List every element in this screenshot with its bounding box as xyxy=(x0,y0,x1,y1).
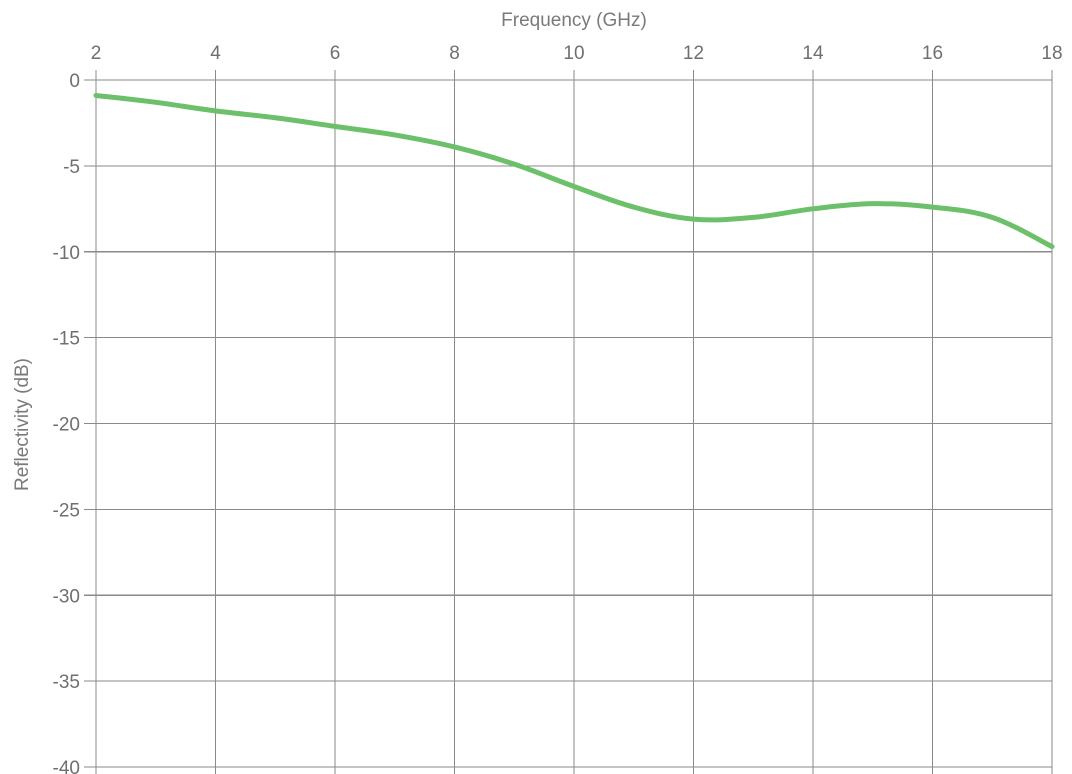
x-tick-label: 18 xyxy=(1041,43,1062,64)
y-tick-label: -20 xyxy=(53,415,80,436)
x-axis-tick-labels: 2 4 6 8 10 12 14 16 18 xyxy=(91,43,1063,64)
x-tick-label: 6 xyxy=(330,43,341,64)
x-tick-label: 12 xyxy=(683,43,704,64)
x-tick-label: 14 xyxy=(802,43,824,64)
x-axis-title: Frequency (GHz) xyxy=(501,10,647,31)
y-tick-label: -5 xyxy=(63,157,80,178)
y-tick-label: -40 xyxy=(53,758,80,774)
y-axis-title: Reflectivity (dB) xyxy=(12,358,33,491)
y-tick-label: -25 xyxy=(53,500,80,521)
y-tick-label: -35 xyxy=(53,672,80,693)
y-tick-label: 0 xyxy=(69,71,80,92)
y-axis-tick-labels: 0 -5 -10 -15 -20 -25 -30 -35 -40 xyxy=(53,71,80,774)
series-layer xyxy=(93,92,1055,250)
x-tick-label: 10 xyxy=(563,43,584,64)
y-tick-label: -15 xyxy=(53,329,80,350)
x-tick-label: 8 xyxy=(449,43,460,64)
y-tick-label: -10 xyxy=(53,243,80,264)
series-line xyxy=(93,92,1055,250)
y-tick-label: -30 xyxy=(53,586,80,607)
x-tick-label: 16 xyxy=(922,43,943,64)
x-tick-label: 4 xyxy=(210,43,221,64)
x-tick-label: 2 xyxy=(91,43,102,64)
horizontal-gridlines xyxy=(84,79,1052,768)
vertical-gridlines xyxy=(95,70,1053,774)
